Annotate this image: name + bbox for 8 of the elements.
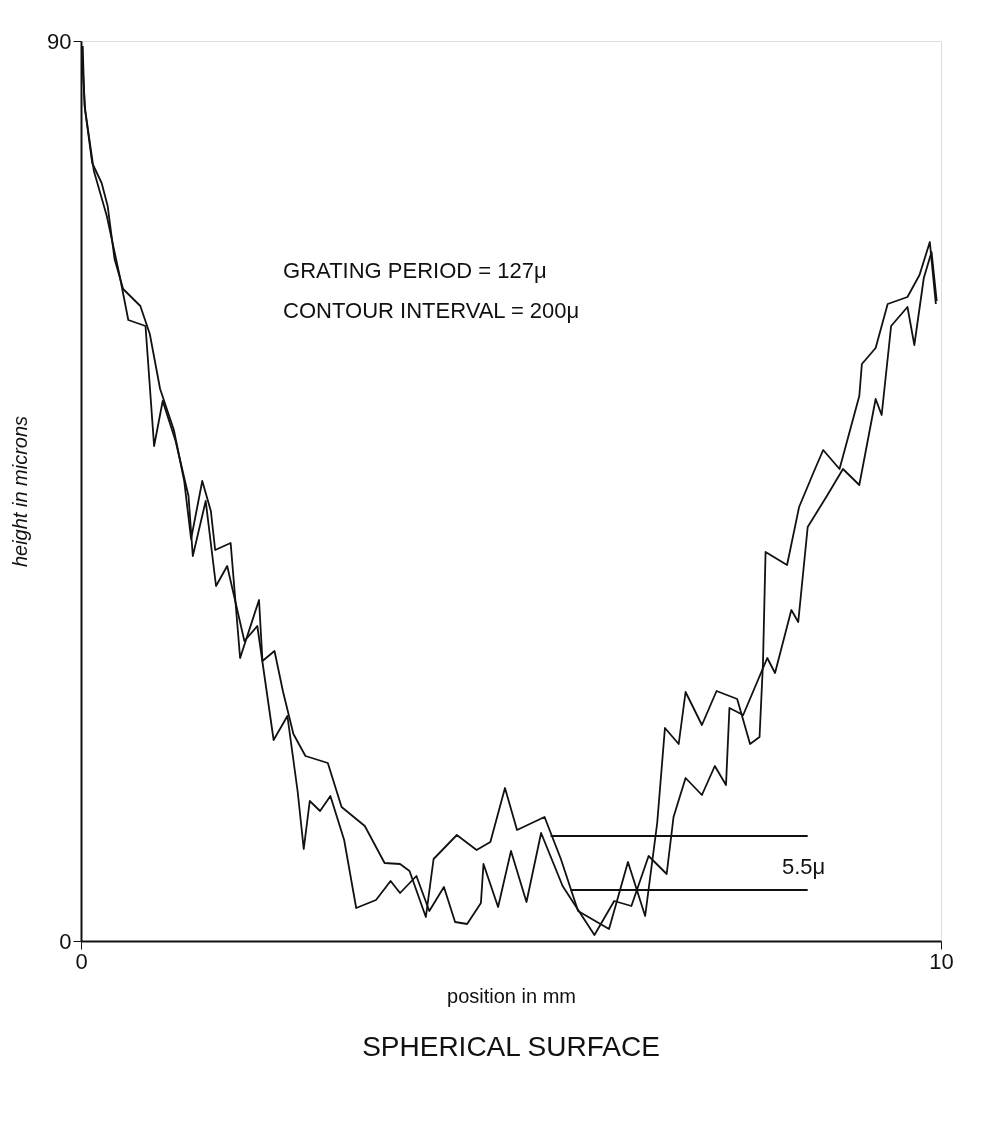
y-tick-label: 90 (47, 28, 72, 54)
y-axis-title: height in microns (9, 415, 32, 568)
x-axis-title: position in mm (447, 984, 576, 1007)
x-tick-label: 10 (929, 948, 954, 974)
annotation: 5.5μ (781, 854, 826, 880)
annotation: CONTOUR INTERVAL = 200μ (283, 298, 580, 323)
annotation: GRATING PERIOD = 127μ (283, 257, 547, 283)
text: SPHERICAL SURFACE (362, 1031, 660, 1062)
